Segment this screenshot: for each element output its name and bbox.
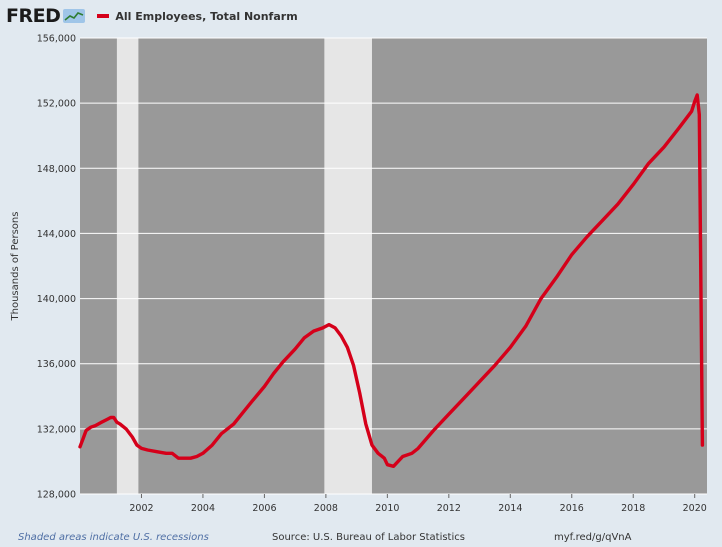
- x-tick-label: 2008: [314, 503, 338, 514]
- x-tick-label: 2020: [683, 503, 707, 514]
- fred-logo[interactable]: FRED: [6, 5, 61, 27]
- x-tick-label: 2012: [437, 503, 461, 514]
- x-tick-label: 2002: [129, 503, 153, 514]
- y-tick-label: 152,000: [37, 99, 76, 110]
- y-tick-label: 136,000: [37, 359, 76, 370]
- x-tick-label: 2014: [498, 503, 522, 514]
- chart-header: FRED All Employees, Total Nonfarm: [6, 4, 298, 28]
- source-note: Source: U.S. Bureau of Labor Statistics: [272, 532, 465, 543]
- y-tick-label: 132,000: [37, 424, 76, 435]
- legend: All Employees, Total Nonfarm: [97, 9, 298, 23]
- y-tick-label: 128,000: [37, 490, 76, 501]
- legend-swatch: [97, 14, 110, 18]
- recession-note: Shaded areas indicate U.S. recessions: [18, 532, 209, 543]
- line-chart: 128,000 132,000 136,000 140,000 144,000 148,0…: [10, 34, 707, 514]
- plot-area: [80, 38, 707, 494]
- short-link[interactable]: myf.red/g/qVnA: [554, 532, 632, 543]
- y-tick-label: 148,000: [37, 164, 76, 175]
- x-tick-label: 2006: [252, 503, 276, 514]
- x-tick-label: 2016: [560, 503, 584, 514]
- y-tick-label: 144,000: [37, 229, 76, 240]
- recession-band-1: [116, 38, 139, 494]
- y-axis-label: Thousands of Persons: [10, 212, 21, 322]
- x-tick-label: 2018: [621, 503, 645, 514]
- x-tick-label: 2010: [375, 503, 399, 514]
- x-tick-label: 2004: [191, 503, 215, 514]
- fred-chart-icon: [63, 9, 86, 23]
- legend-label: All Employees, Total Nonfarm: [115, 9, 298, 23]
- y-tick-label: 140,000: [37, 294, 76, 305]
- y-tick-label: 156,000: [37, 34, 76, 45]
- series-line: [78, 93, 705, 468]
